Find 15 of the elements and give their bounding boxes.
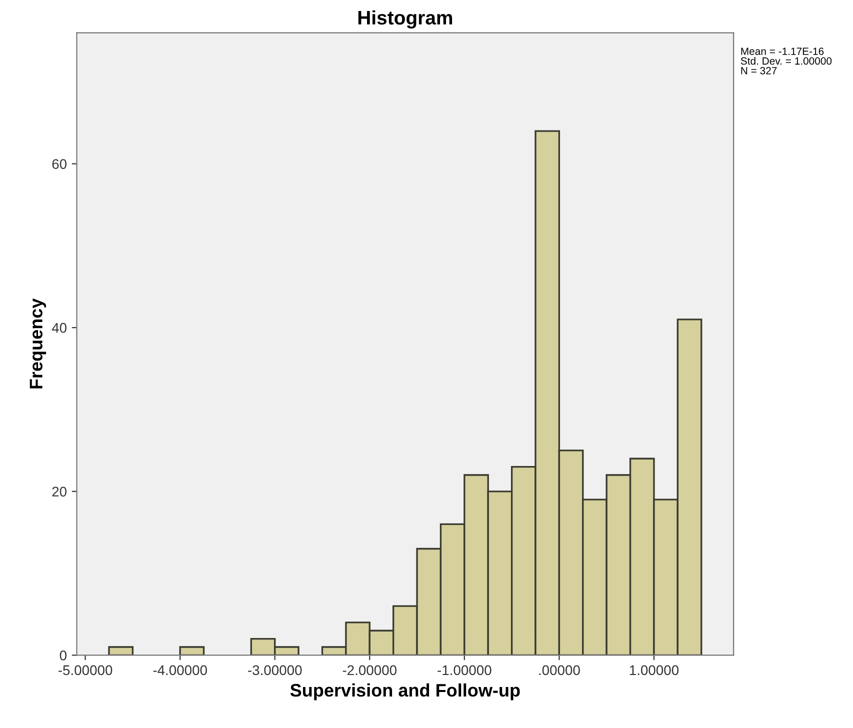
chart-title: Histogram bbox=[358, 10, 452, 29]
x-tick-label: 1.00000 bbox=[630, 665, 679, 676]
y-tick-label: 40 bbox=[52, 322, 67, 333]
y-tick-label: 20 bbox=[52, 486, 67, 497]
x-tick-label: -3.00000 bbox=[248, 665, 302, 676]
y-axis-title: Frequency bbox=[30, 298, 46, 388]
text: Mean = -1.17E-16 Std. Dev. = 1.00000 N = 327 bbox=[740, 48, 832, 74]
x-tick-label: -4.00000 bbox=[153, 665, 207, 676]
x-tick-label: .00000 bbox=[539, 665, 580, 676]
y-tick-label: 60 bbox=[52, 159, 67, 169]
x-tick-label: -5.00000 bbox=[58, 665, 112, 676]
x-axis-title: Supervision and Follow-up bbox=[290, 683, 520, 700]
x-tick-label: -2.00000 bbox=[342, 665, 397, 676]
x-tick-label: -1.00000 bbox=[438, 665, 492, 676]
y-tick-label: 0 bbox=[60, 650, 67, 660]
